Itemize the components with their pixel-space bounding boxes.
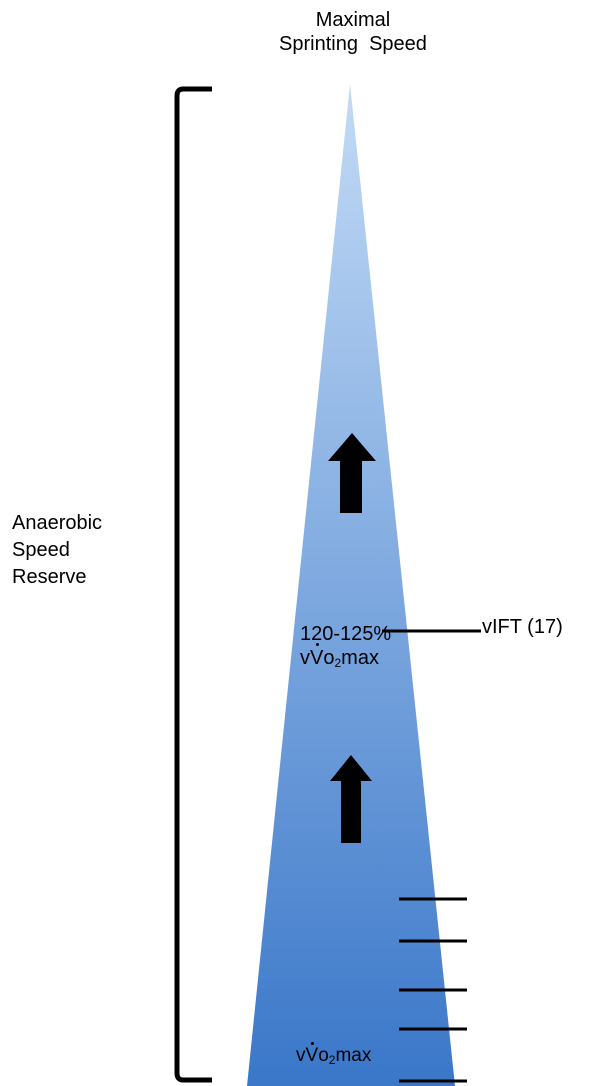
- up-arrow-lower: [330, 755, 372, 843]
- intensity-label: 120-125% vVo2max: [300, 622, 391, 675]
- asr-line-2: Speed: [12, 539, 70, 561]
- asr-line-3: Reserve: [12, 566, 87, 588]
- anaerobic-reserve-bracket: [174, 86, 212, 1083]
- title-line-1: Maximal: [315, 9, 391, 31]
- speed-wedge: [247, 84, 455, 1086]
- bottom-vvo2max-label: vVo2max: [296, 1042, 372, 1067]
- intensity-line-1: 120-125%: [300, 623, 392, 645]
- intensity-line-2: vVo2max: [300, 643, 379, 670]
- anaerobic-speed-reserve-label: Anaerobic Speed Reserve: [12, 510, 102, 591]
- vift-label: vIFT (17): [482, 616, 563, 638]
- title-line-2: Sprinting Speed: [279, 33, 427, 55]
- asr-line-1: Anaerobic: [12, 512, 103, 534]
- top-title: Maximal Sprinting Speed: [248, 8, 458, 56]
- up-arrow-upper: [328, 433, 376, 513]
